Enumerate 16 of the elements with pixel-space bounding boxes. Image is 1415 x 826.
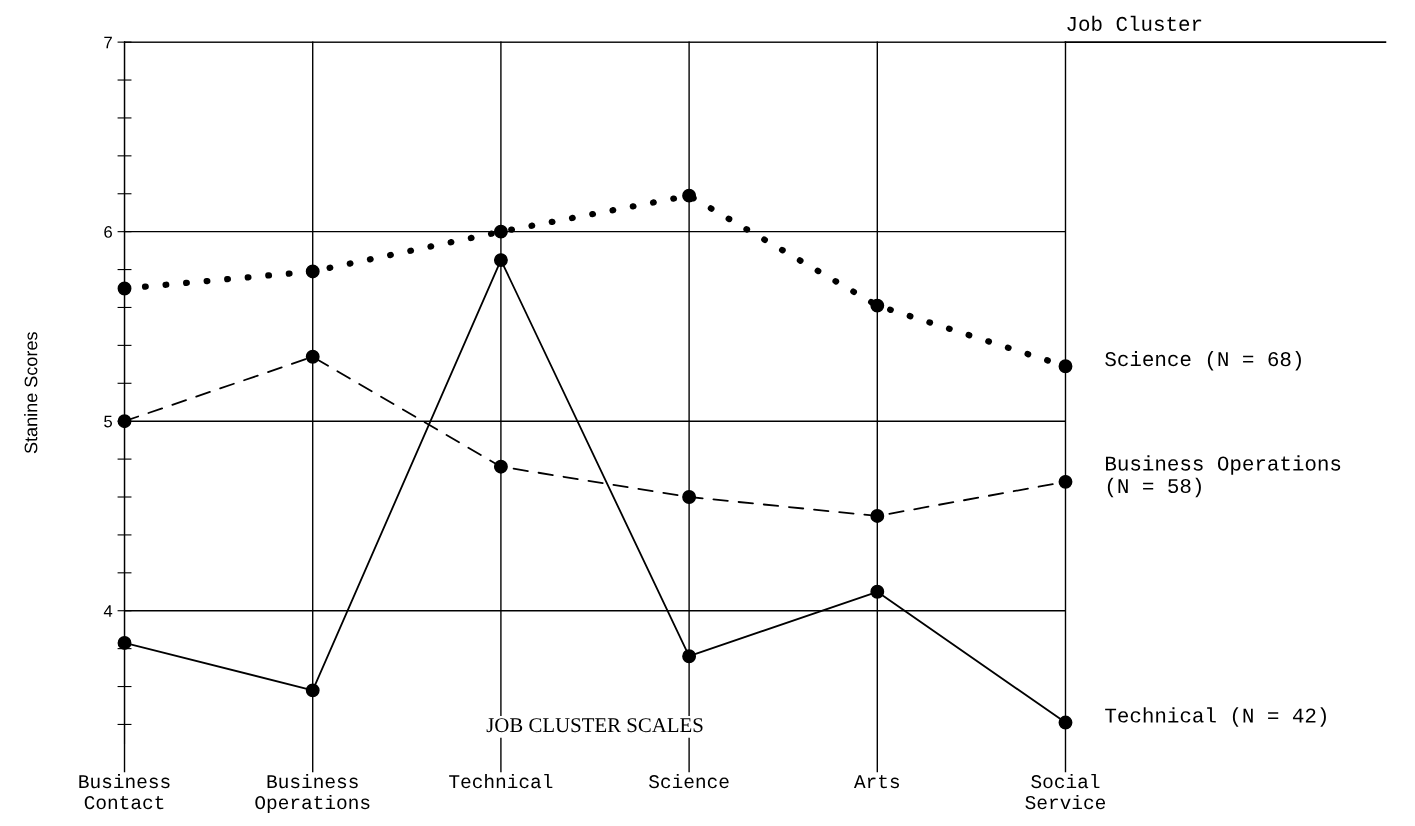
x-tick-label: Business Contact xyxy=(79,773,170,810)
y-tick-label: 5 xyxy=(104,415,113,428)
legend-title: Job Cluster xyxy=(1067,15,1202,31)
x-tick-label: Social Service xyxy=(1025,773,1106,810)
x-tick-label: Business Operations xyxy=(255,773,370,814)
x-tick-label: Science xyxy=(649,773,729,789)
y-axis-title: Stanine Scores xyxy=(24,332,38,454)
y-tick-label: 6 xyxy=(104,226,112,238)
x-tick-label: Technical xyxy=(449,773,553,789)
series-label: Science (N = 68) xyxy=(1105,350,1301,371)
series-label: Business Operations (N = 58) xyxy=(1106,455,1341,498)
x-tick-label: Arts xyxy=(853,775,900,789)
y-tick-label: 7 xyxy=(104,36,112,49)
annotation: JOB CLUSTER SCALES xyxy=(486,718,703,733)
y-tick-label: 4 xyxy=(103,605,113,617)
series-label: Technical (N = 42) xyxy=(1105,707,1326,727)
